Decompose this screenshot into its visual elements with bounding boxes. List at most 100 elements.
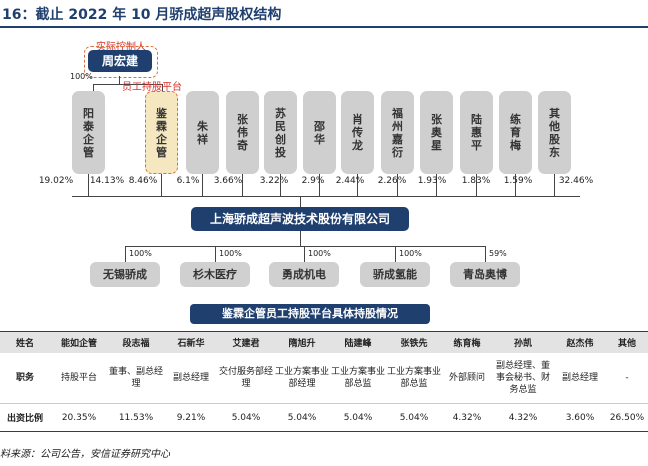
table-header-cell: 其他 [606,331,648,353]
shareholder-name: 邵华 [314,119,325,146]
table-header-cell: 孙凯 [492,331,554,353]
table-cell: 5.04% [218,403,274,432]
subsidiary-pct: 100% [308,249,331,258]
shareholder-box: 肖传龙 [341,91,374,174]
connector [125,246,126,262]
subsidiary-box: 青岛奥博 [450,262,520,287]
connector [554,174,555,196]
shareholder-pct: 2.9% [301,176,325,186]
subsidiary-box: 无锡骄成 [90,262,160,287]
table-cell: 外部顾问 [442,353,492,404]
table-row-ratios: 出资比例 20.35% 11.53% 9.21% 5.04% 5.04% 5.04% 5.04… [0,403,648,432]
subsidiary-pct: 100% [129,249,152,258]
shareholder-box: 苏民创投 [264,91,297,174]
subsidiary-bus-line [125,246,485,247]
connector [304,246,305,262]
table-cell: 4.32% [442,403,492,432]
subsidiary-pct: 59% [489,249,507,258]
connector [93,84,163,85]
connector [242,174,243,196]
shareholder-name: 鉴霖企管 [156,106,167,159]
connector [436,174,437,196]
connector [476,174,477,196]
table-row-roles: 职务 持股平台 董事、副总经理 副总经理 交付服务部经理 工业方案事业部经理 工业方案事业部… [0,353,648,404]
subsidiary-pct: 100% [399,249,422,258]
connector [395,246,396,262]
table-header-cell: 段志福 [108,331,164,353]
table-header-cell: 隋旭升 [274,331,330,353]
controller-dash-frame [84,46,158,78]
esop-table: 姓名 能如企管 段志福 石新华 艾建君 隋旭升 陆建峰 张铁先 练育梅 孙凯 赵杰伟 其他 职务 持股平… [0,331,648,432]
shareholder-pct: 3.22% [259,176,289,186]
esop-platform-label: 员工持股平台 [122,82,182,93]
table-cell: 5.04% [274,403,330,432]
controller-label: 实际控制人 [96,42,146,53]
shareholder-pct: 2.26% [377,176,407,186]
shareholder-name: 练育梅 [510,113,521,152]
table-cell: 5.04% [386,403,442,432]
table-header-cell: 姓名 [0,331,50,353]
row-label: 职务 [0,353,50,404]
shareholder-name: 张伟奇 [237,113,248,152]
subsidiary-box: 骄成氢能 [360,262,430,287]
page-title: 16：截止 2022 年 10 月骄成超声股权结构 [0,4,648,28]
shareholder-pct: 1.83% [461,176,491,186]
shareholder-name: 张奥星 [431,113,442,152]
table-header-cell: 石新华 [164,331,218,353]
shareholder-pct: 3.66% [213,176,243,186]
esop-table-title: 鉴霖企管员工持股平台具体持股情况 [190,304,430,324]
table-cell: 持股平台 [50,353,108,404]
connector [161,174,162,196]
connector [119,76,120,84]
table-cell: 副总经理、董事会秘书、财务总监 [492,353,554,404]
shareholder-box: 阳泰企管 [72,91,105,174]
subsidiary-pct: 100% [219,249,242,258]
other-shareholders-pct: 32.46% [558,176,594,186]
shareholder-pct: 14.13% [89,176,125,186]
table-header-cell: 张铁先 [386,331,442,353]
connector [319,174,320,196]
shareholder-pct: 2.44% [335,176,365,186]
table-cell: 3.60% [554,403,606,432]
shareholder-box: 张伟奇 [226,91,259,174]
table-header-cell: 艾建君 [218,331,274,353]
table-cell: 4.32% [492,403,554,432]
connector [300,196,301,207]
shareholder-box: 福州嘉衍 [381,91,414,174]
shareholder-box: 练育梅 [499,91,532,174]
shareholder-box: 其他股东 [538,91,571,174]
connector [215,246,216,262]
table-cell: 工业方案事业部经理 [274,353,330,404]
table-cell: 工业方案事业部总监 [386,353,442,404]
connector [88,174,89,196]
subsidiary-box: 勇成机电 [269,262,339,287]
table-cell: 交付服务部经理 [218,353,274,404]
connector [357,174,358,196]
shareholder-pct: 1.59% [503,176,533,186]
shareholder-name: 其他股东 [549,106,560,159]
connector [280,174,281,196]
shareholder-pct: 6.1% [176,176,200,186]
shareholder-name: 阳泰企管 [83,106,94,159]
source-note: 料来源：公司公告，安信证券研究中心 [0,449,170,460]
shareholder-bus-line [72,196,580,197]
table-cell: 20.35% [50,403,108,432]
table-cell: 5.04% [330,403,386,432]
connector [397,174,398,196]
subsidiary-box: 杉木医疗 [180,262,250,287]
table-cell: 董事、副总经理 [108,353,164,404]
shareholder-name: 苏民创投 [275,106,286,159]
connector [202,174,203,196]
shareholder-name: 福州嘉衍 [392,106,403,159]
table-cell: 副总经理 [554,353,606,404]
shareholder-box: 邵华 [303,91,336,174]
controller-holding-pct: 100% [70,72,93,81]
connector [515,174,516,196]
shareholder-pct: 8.46% [128,176,158,186]
connector [485,246,486,262]
shareholder-name: 陆惠平 [471,113,482,152]
row-label: 出资比例 [0,403,50,432]
table-cell: 11.53% [108,403,164,432]
shareholder-name: 朱祥 [197,119,208,146]
shareholder-box: 朱祥 [186,91,219,174]
